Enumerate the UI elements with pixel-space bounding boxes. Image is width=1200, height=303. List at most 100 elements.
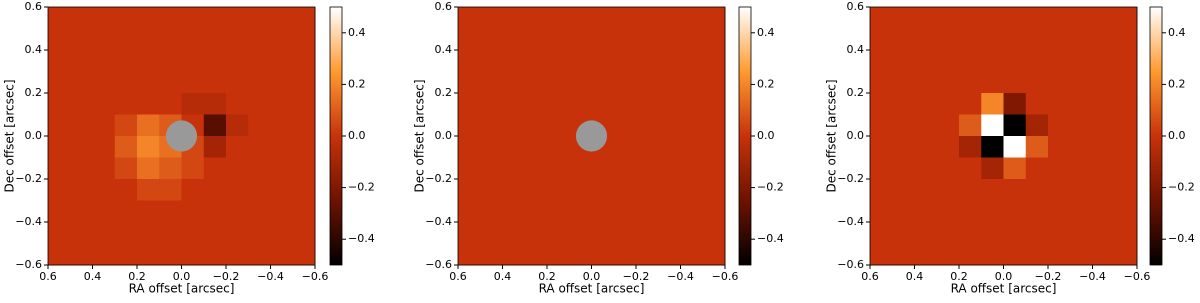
heat-cell [658,7,681,29]
heat-cell [569,71,592,94]
heat-cell [48,28,71,51]
heat-cell [959,136,982,158]
heat-cell [92,71,116,94]
heat-cell [1092,136,1116,158]
heat-cell [480,157,503,180]
colorbar-tick-label: 0.4 [757,26,775,39]
heat-cell [48,243,71,266]
heat-cell [680,114,704,137]
heat-cell [524,200,548,223]
heat-cell [613,243,637,266]
heat-cell [159,93,182,115]
heat-cell [1114,157,1138,180]
heat-cell [226,243,249,266]
colorbar-tick-label: −0.4 [1168,232,1195,245]
heat-cell [1003,50,1027,72]
x-axis-label: RA offset [arcsec] [539,282,645,296]
y-tick-label: 0.4 [25,43,43,56]
heat-cell [547,243,570,266]
heat-cell [680,179,704,201]
heat-cell [870,50,893,72]
heat-cell [914,28,938,51]
heat-cell [70,136,93,158]
heat-cell [1070,28,1093,51]
x-tick-label: −0.4 [257,270,284,283]
x-tick-label: 0.0 [583,270,601,283]
heat-cell [270,114,294,137]
heat-cell [892,200,915,223]
heat-cell [1048,71,1071,94]
heat-cell [1114,114,1138,137]
heat-cell [48,157,71,180]
colorbar-tick-label: 0.4 [348,26,366,39]
heat-cell [248,7,271,29]
heat-cell [1070,136,1093,158]
heat-cell [181,28,205,51]
heat-cell [203,71,227,94]
heat-cell [636,93,659,115]
heat-cell [92,28,116,51]
heat-cell [658,114,681,137]
heat-cell [48,200,71,223]
x-tick-label: −0.6 [302,270,329,283]
heat-cell [870,200,893,223]
heat-cell [591,50,615,72]
heat-cell [959,179,982,201]
heat-cell [458,243,481,266]
heat-cell [270,243,294,266]
heat-cell [613,200,637,223]
heat-cell [114,179,138,201]
heat-cell [270,71,294,94]
heat-cell [70,93,93,115]
x-tick-label: 0.2 [538,270,556,283]
heat-cell [1048,28,1071,51]
heat-cell [524,157,548,180]
heat-cell [1003,114,1027,137]
heat-cell [270,179,294,201]
y-tick-label: −0.2 [425,172,452,185]
heat-cell [870,28,893,51]
heat-cell [981,179,1004,201]
x-tick-label: −0.6 [1124,270,1151,283]
heat-cell [914,243,938,266]
heat-cell [502,93,526,115]
heat-cell [936,114,960,137]
colorbar-tick-label: 0.2 [757,77,775,90]
heat-cell [292,28,316,51]
x-tick-label: −0.2 [623,270,650,283]
heat-cell [959,222,982,244]
heat-cell [1003,7,1027,29]
heat-cell [137,200,160,223]
heat-cell [613,7,637,29]
colorbar-tick-label: −0.4 [757,232,784,245]
heat-cell [680,243,704,266]
heat-cell [547,7,570,29]
heat-cell [181,157,205,180]
heat-cell [48,71,71,94]
heat-cell [502,28,526,51]
heat-cell [936,136,960,158]
heat-cell [48,222,71,244]
heat-cell [226,136,249,158]
heat-cell [203,243,227,266]
heat-cell [137,179,160,201]
heat-cell [248,71,271,94]
heat-cell [524,179,548,201]
heat-cell [1003,157,1027,180]
colorbar [738,6,752,266]
heat-cell [70,50,93,72]
heat-cell [502,7,526,29]
heat-cell [48,50,71,72]
heat-cell [914,200,938,223]
y-tick-label: −0.4 [837,215,864,228]
heat-cell [114,93,138,115]
heat-cell [613,71,637,94]
heat-cell [959,50,982,72]
heat-cell [936,50,960,72]
x-tick-label: 0.2 [950,270,968,283]
heat-cell [569,179,592,201]
heat-cell [270,50,294,72]
heat-cell [892,136,915,158]
heat-cell [547,114,570,137]
heat-cell [1114,179,1138,201]
